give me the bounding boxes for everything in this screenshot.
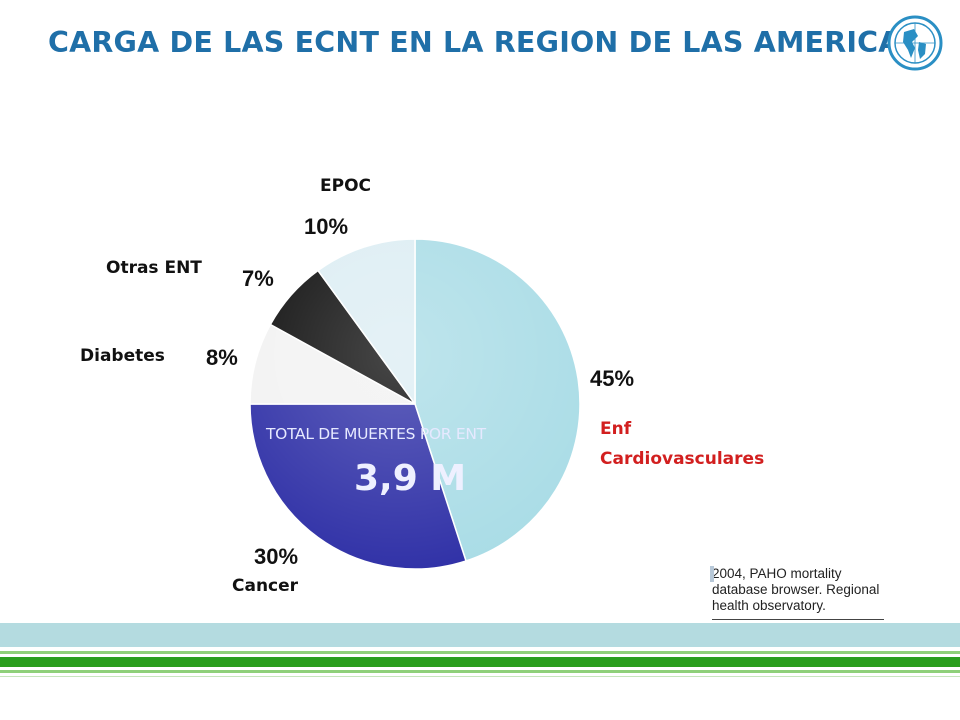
slice-pct-diabetes: 8%	[206, 345, 238, 370]
footer-stripe-main	[0, 657, 960, 667]
footer-stripe	[0, 651, 960, 654]
slice-label-epoc: EPOC	[320, 176, 371, 196]
source-line: 2004, PAHO mortality	[712, 566, 842, 581]
footer-band	[0, 623, 960, 647]
paho-globe-logo	[887, 15, 943, 71]
slice-label-otras-ent: Otras ENT	[106, 258, 202, 278]
page-title: CARGA DE LAS ECNT EN LA REGION DE LAS AM…	[48, 26, 922, 59]
slice-pct-otras-ent: 7%	[242, 266, 274, 291]
source-citation: 2004, PAHO mortality database browser. R…	[710, 566, 884, 620]
source-underline	[712, 619, 884, 620]
footer-stripe	[0, 670, 960, 673]
slice-label-diabetes: Diabetes	[80, 346, 165, 366]
source-line: database browser. Regional	[712, 582, 880, 597]
slice-pct-cancer: 30%	[254, 544, 299, 569]
slice-label-cardiovasculares: Enf Cardiovasculares	[600, 419, 765, 469]
total-deaths-label: TOTAL DE MUERTES POR ENT	[266, 425, 486, 443]
footer-stripe	[0, 676, 960, 677]
source-line: health observatory.	[712, 598, 826, 613]
slice-pct-epoc: 10%	[304, 214, 349, 239]
slice-pct-cardiovasculares: 45%	[590, 366, 635, 391]
source-marker	[710, 566, 714, 582]
total-deaths-value: 3,9 M	[354, 458, 467, 499]
slice-label-cancer: Cancer	[232, 576, 299, 596]
